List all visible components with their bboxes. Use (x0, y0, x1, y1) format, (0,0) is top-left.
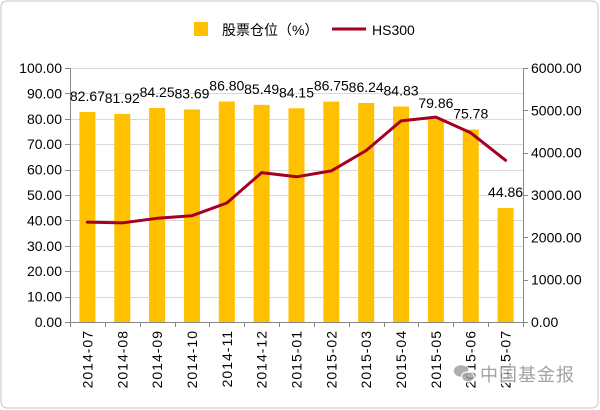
bar-2015-04 (393, 106, 410, 322)
bar-value-label-2014-11: 86.80 (209, 78, 244, 94)
bar-value-label-2015-04: 84.83 (384, 83, 419, 99)
left-axis-tick-label: 20.00 (27, 263, 62, 279)
bar-value-label-2014-08: 81.92 (105, 90, 140, 106)
left-axis-tick-label: 60.00 (27, 162, 62, 178)
x-axis-label-2015-07: 2015-07 (498, 330, 514, 388)
x-axis-label-2014-08: 2014-08 (114, 330, 130, 388)
x-axis-label-2014-10: 2014-10 (184, 330, 200, 388)
bar-value-label-2015-03: 86.24 (349, 79, 384, 95)
left-axis-tick-label: 70.00 (27, 136, 62, 152)
bar-2014-11 (218, 101, 235, 322)
bar-value-label-2015-05: 79.86 (418, 95, 453, 111)
bar-2014-12 (253, 104, 270, 322)
legend-label-hs300: HS300 (372, 22, 415, 38)
x-axis-label-2014-11: 2014-11 (219, 330, 235, 387)
watermark: 中国基金报 (452, 363, 576, 388)
left-axis-tick-label: 100.00 (19, 60, 62, 76)
x-axis-label-2015-05: 2015-05 (428, 330, 444, 388)
bar-value-label-2014-10: 83.69 (174, 85, 209, 101)
x-axis-label-2015-03: 2015-03 (358, 330, 374, 388)
left-axis-tick-label: 10.00 (27, 289, 62, 305)
legend: 股票仓位（%） HS300 (194, 22, 415, 38)
x-axis-label-2015-01: 2015-01 (289, 330, 305, 388)
bar-2015-07 (497, 208, 514, 322)
bar-value-label-2015-01: 84.15 (279, 84, 314, 100)
x-axis-label-2014-09: 2014-09 (149, 330, 165, 388)
hs300-series (85, 115, 508, 225)
left-axis-tick-label: 30.00 (27, 238, 62, 254)
right-axis-tick-label: 3000.00 (531, 187, 582, 203)
hs300-series-line (85, 115, 508, 225)
bar-value-label-2015-07: 44.86 (488, 184, 523, 200)
right-axis-tick-label: 6000.00 (531, 60, 582, 76)
x-axis-label-2015-04: 2015-04 (393, 330, 409, 388)
left-axis-tick-label: 50.00 (27, 187, 62, 203)
bar-value-label-2014-09: 84.25 (140, 84, 175, 100)
left-axis-tick-label: 40.00 (27, 212, 62, 228)
axes (65, 68, 528, 327)
legend-item-hs300: HS300 (332, 22, 415, 38)
bar-value-label-2015-02: 86.75 (314, 78, 349, 94)
bar-2015-03 (358, 102, 375, 322)
bar-2015-06 (462, 129, 479, 322)
chart-labels: 0.00 10.00 20.00 30.00 40.00 50.00 60.00 70.00 8… (19, 60, 582, 388)
left-axis-tick-label: 90.00 (27, 85, 62, 101)
right-axis-tick-label: 0.00 (531, 314, 558, 330)
bar-2014-07 (79, 112, 96, 322)
right-axis-tick-label: 4000.00 (531, 145, 582, 161)
right-axis-tick-label: 1000.00 (531, 272, 582, 288)
x-axis-label-2014-12: 2014-12 (254, 330, 270, 388)
watermark-text: 中国基金报 (480, 365, 575, 386)
stock-position-bars (79, 101, 514, 322)
legend-label-stock-position: 股票仓位（%） (222, 22, 318, 38)
bar-value-label-2015-06: 75.78 (453, 106, 488, 122)
legend-swatch-stock-position (194, 22, 208, 36)
left-axis-tick-label: 0.00 (35, 314, 62, 330)
bar-2015-05 (427, 119, 444, 322)
bar-2014-09 (149, 108, 166, 322)
wechat-icon (452, 363, 476, 383)
x-axis-label-2015-02: 2015-02 (323, 330, 339, 388)
bar-2015-02 (323, 101, 340, 322)
bar-2014-08 (114, 113, 131, 322)
bar-2015-01 (288, 108, 305, 322)
bar-value-label-2014-12: 85.49 (244, 81, 279, 97)
x-axis-label-2014-07: 2014-07 (79, 330, 95, 388)
right-axis-tick-label: 5000.00 (531, 102, 582, 118)
legend-item-stock-position: 股票仓位（%） (194, 22, 318, 38)
left-axis-tick-label: 80.00 (27, 111, 62, 127)
right-axis-tick-label: 2000.00 (531, 229, 582, 245)
bar-value-label-2014-07: 82.67 (70, 88, 105, 104)
